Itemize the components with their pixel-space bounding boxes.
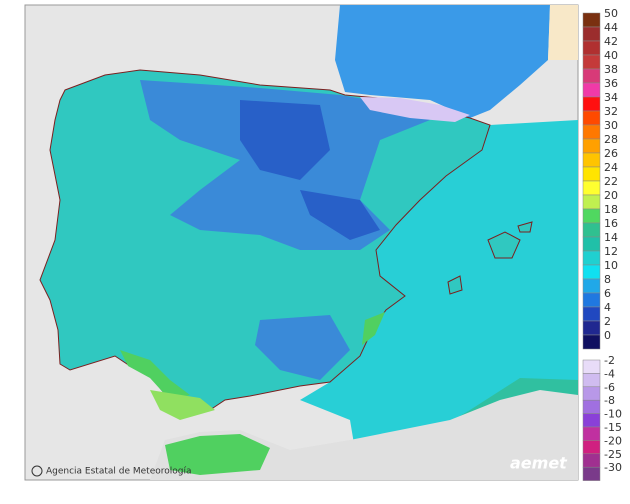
legend-label: 50 [604, 7, 618, 20]
legend-swatch [582, 426, 601, 441]
legend-swatch [582, 466, 601, 481]
legend-swatch [582, 334, 601, 350]
legend-swatch [582, 68, 601, 84]
legend-label: 44 [604, 21, 618, 34]
mallorca [487, 231, 521, 259]
colorbar: 5044424038363432302826242220181614121086… [582, 7, 622, 481]
cadiz-warm [150, 390, 215, 420]
legend-swatch [582, 373, 601, 388]
murcia-warm [362, 312, 385, 345]
france-land [548, 5, 578, 60]
legend-label: -25 [604, 448, 622, 461]
legend-swatch [582, 194, 601, 210]
legend-label: 42 [604, 35, 618, 48]
legend-label: 22 [604, 175, 618, 188]
legend-swatch [582, 208, 601, 224]
legend-swatch [582, 54, 601, 70]
cold-iberico [300, 190, 380, 240]
legend-swatch [582, 236, 601, 252]
legend-swatch [582, 359, 601, 374]
legend-label: 18 [604, 203, 618, 216]
legend-label: 32 [604, 105, 618, 118]
sea-north [335, 5, 550, 118]
legend-label: -2 [604, 354, 615, 367]
legend-swatch [582, 386, 601, 401]
legend-swatch [582, 12, 601, 28]
legend-label: 10 [604, 259, 618, 272]
legend-label: 20 [604, 189, 618, 202]
legend-swatch [582, 292, 601, 308]
legend-swatch [582, 440, 601, 455]
legend-swatch [582, 278, 601, 294]
legend-label: -30 [604, 461, 622, 474]
legend-label: 36 [604, 77, 618, 90]
legend-swatch [582, 82, 601, 98]
legend-label: 24 [604, 161, 618, 174]
legend-label: 14 [604, 231, 618, 244]
legend-swatch [582, 180, 601, 196]
legend-swatch [582, 413, 601, 428]
cold-core [240, 100, 330, 180]
legend-swatch [582, 250, 601, 266]
legend-label: 6 [604, 287, 611, 300]
legend-swatch [582, 40, 601, 56]
legend-swatch [582, 138, 601, 154]
legend-label: 12 [604, 245, 618, 258]
south-warm [120, 350, 190, 400]
legend-swatch [582, 166, 601, 182]
pyrenees-snow [360, 97, 470, 122]
legend-swatch [582, 399, 601, 414]
legend-label: 40 [604, 49, 618, 62]
logo: aemet [510, 454, 568, 473]
legend-swatch [582, 306, 601, 322]
legend-label: -4 [604, 367, 615, 380]
credit-icon [31, 465, 43, 477]
legend-swatch [582, 453, 601, 468]
legend-label: -10 [604, 408, 622, 421]
legend-swatch [582, 152, 601, 168]
legend-label: 34 [604, 91, 618, 104]
legend-label: 38 [604, 63, 618, 76]
legend-swatch [582, 320, 601, 336]
legend-label: -8 [604, 394, 615, 407]
legend-swatch [582, 222, 601, 238]
legend-swatch [582, 96, 601, 112]
legend-label: 30 [604, 119, 618, 132]
credit: Agencia Estatal de Meteorología [46, 467, 192, 477]
legend-swatch [582, 26, 601, 42]
legend-label: 8 [604, 273, 611, 286]
legend-label: -20 [604, 434, 622, 447]
legend-swatch [582, 124, 601, 140]
legend-swatch [582, 110, 601, 126]
menorca [517, 221, 533, 233]
legend-label: 2 [604, 315, 611, 328]
legend-label: -15 [604, 421, 622, 434]
legend-label: 28 [604, 133, 618, 146]
legend-label: -6 [604, 381, 615, 394]
africa-warm [165, 434, 270, 475]
cold-south [255, 315, 350, 380]
legend-label: 16 [604, 217, 618, 230]
legend-label: 0 [604, 329, 611, 342]
legend-label: 4 [604, 301, 611, 314]
legend-swatch [582, 264, 601, 280]
ibiza [447, 275, 463, 295]
legend-label: 26 [604, 147, 618, 160]
